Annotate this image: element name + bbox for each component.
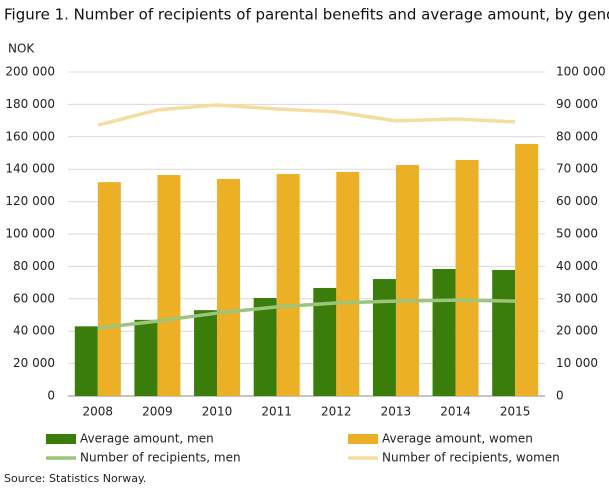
bar <box>134 319 158 396</box>
y2-tick-label: 30 000 <box>556 291 598 305</box>
bar <box>74 326 98 396</box>
x-tick-label: 2013 <box>381 405 412 419</box>
bar <box>492 269 516 396</box>
y-tick-label: 0 <box>47 389 55 403</box>
bar <box>336 171 360 396</box>
y-tick-label: 40 000 <box>13 324 55 338</box>
y-tick-label: 180 000 <box>5 97 55 111</box>
y2-tick-label: 40 000 <box>556 259 598 273</box>
y2-tick-label: 90 000 <box>556 97 598 111</box>
bar <box>253 297 277 396</box>
bar <box>372 279 396 396</box>
line <box>97 298 516 330</box>
y2-tick-label: 100 000 <box>556 65 606 79</box>
y2-tick-label: 20 000 <box>556 324 598 338</box>
legend-swatch <box>348 434 378 444</box>
x-tick-label: 2008 <box>83 405 114 419</box>
x-tick-label: 2009 <box>142 405 173 419</box>
y2-tick-label: 80 000 <box>556 129 598 143</box>
x-tick-label: 2015 <box>500 405 531 419</box>
y-tick-label: 80 000 <box>13 259 55 273</box>
chart-title: Figure 1. Number of recipients of parent… <box>4 6 609 24</box>
x-tick-label: 2010 <box>202 405 233 419</box>
y-tick-label: 100 000 <box>5 227 55 241</box>
y2-tick-label: 70 000 <box>556 162 598 176</box>
x-tick-label: 2011 <box>261 405 292 419</box>
legend-swatch <box>46 434 76 444</box>
y-tick-label: 140 000 <box>5 162 55 176</box>
legend-label: Number of recipients, men <box>80 451 241 465</box>
y2-tick-label: 0 <box>556 389 564 403</box>
line <box>97 103 516 127</box>
y-tick-label: 60 000 <box>13 291 55 305</box>
bar <box>313 287 337 396</box>
bar <box>395 164 419 396</box>
bar <box>432 268 456 396</box>
x-tick-label: 2014 <box>440 405 471 419</box>
x-tick-label: 2012 <box>321 405 352 419</box>
bar <box>217 178 241 396</box>
bar <box>157 175 181 396</box>
bar <box>276 174 300 396</box>
bar <box>455 159 479 396</box>
legend-label: Number of recipients, women <box>382 451 560 465</box>
bar <box>97 182 121 396</box>
bar <box>515 143 539 396</box>
bar <box>194 310 218 396</box>
legend-label: Average amount, women <box>382 432 533 446</box>
y-tick-label: 200 000 <box>5 65 55 79</box>
y2-tick-label: 10 000 <box>556 356 598 370</box>
y-tick-label: 120 000 <box>5 194 55 208</box>
y-tick-label: 20 000 <box>13 356 55 370</box>
y-tick-label: 160 000 <box>5 129 55 143</box>
legend-label: Average amount, men <box>80 432 214 446</box>
y2-tick-label: 60 000 <box>556 194 598 208</box>
source: Source: Statistics Norway. <box>4 472 146 485</box>
y-unit-label: NOK <box>8 42 35 56</box>
y2-tick-label: 50 000 <box>556 227 598 241</box>
